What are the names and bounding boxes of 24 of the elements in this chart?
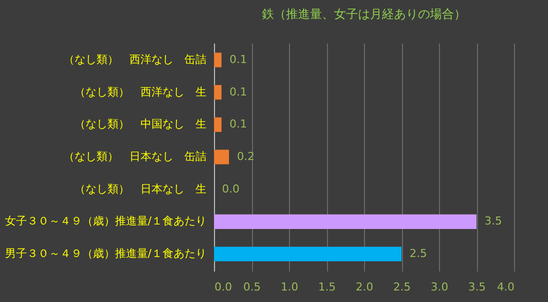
data-label: 2.5 [410,247,427,260]
y-tick-label: （なし類） 中国なし 生 [74,118,206,131]
x-tick-label: 0.0 [214,280,232,294]
x-tick-label: 1.5 [318,280,336,294]
data-label: 3.5 [484,214,502,228]
y-tick-label: （なし類） 西洋なし 缶詰 [64,52,206,66]
x-tick-label: 2.5 [393,280,411,294]
x-tick-label: 3.5 [468,280,486,294]
x-tick-label: 4.0 [497,280,514,294]
x-tick-label: 3.0 [430,280,448,294]
data-label: 0.0 [222,182,240,196]
y-tick-label: 女子３０～４９（歳）推進量/１食あたり [4,214,206,228]
x-tick-label: 2.0 [356,280,374,294]
chart-title: 鉄（推進量、女子は月経ありの場合） [262,7,466,21]
x-tick-label: 0.5 [243,280,261,294]
x-tick-label: 1.0 [280,280,298,294]
y-tick-label: （なし類） 日本なし 缶詰 [64,150,206,163]
y-tick-label: （なし類） 西洋なし 生 [74,85,206,98]
data-label: 0.1 [230,52,247,66]
data-label: 0.1 [230,85,247,98]
y-tick-label: 男子３０～４９（歳）推進量/１食あたり [4,247,206,260]
y-tick-label: （なし類） 日本なし 生 [74,182,206,196]
data-label: 0.2 [237,150,254,163]
data-label: 0.1 [230,118,247,131]
